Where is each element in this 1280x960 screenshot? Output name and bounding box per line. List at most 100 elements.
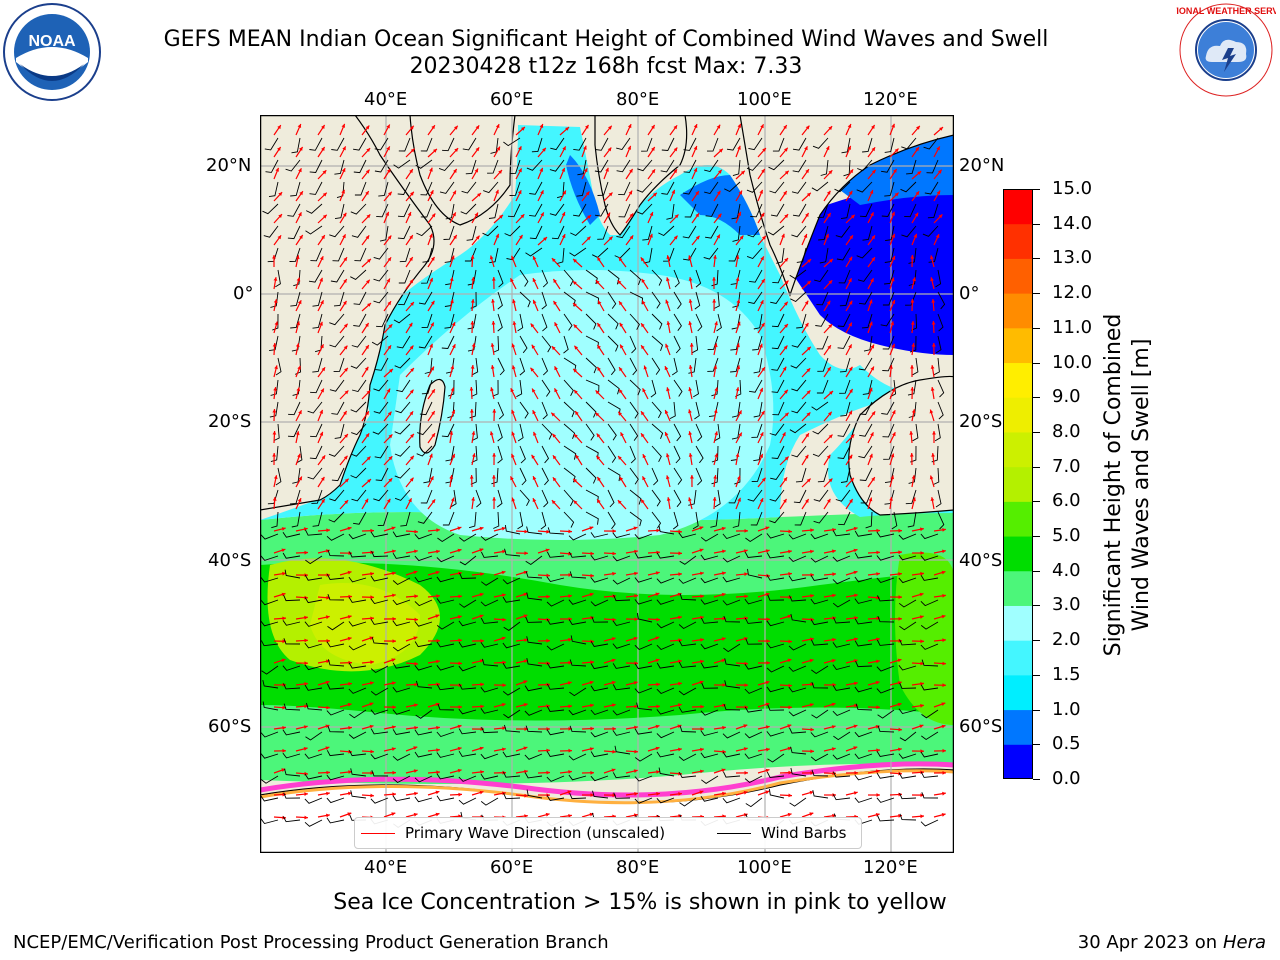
wind-barb [876,751,895,757]
wind-barb [504,548,521,557]
wave-arrow-head [656,704,660,709]
wind-barb [577,159,587,176]
wind-barb [767,753,785,763]
wave-arrow-head [788,770,792,775]
wind-barb [597,181,609,196]
wave-arrow-head [941,614,946,619]
wave-arrow-head [410,368,414,372]
wind-barb [378,181,389,197]
wind-barb [811,665,829,675]
wind-barb [348,576,367,583]
wave-arrow-head [611,637,616,641]
wave-arrow-head [898,550,902,555]
wind-barb [394,423,411,435]
wave-arrow-head [826,498,831,503]
wave-arrow-head [546,617,550,622]
wind-barb [859,467,873,481]
wave-arrow-head [347,636,352,641]
wave-arrow-head [935,234,940,239]
wave-arrow-head [321,367,326,372]
wind-barb [713,291,720,310]
legend-item-wave: Primary Wave Direction (unscaled) [361,824,665,842]
wave-arrow-head [277,125,281,130]
wind-barb [334,159,345,175]
wave-arrow-head [585,124,589,129]
wind-barb [305,731,323,741]
right-lat-label: 20°N [959,155,1005,176]
wind-barb [282,665,301,671]
wave-arrow-head [765,702,770,707]
wind-barb [373,247,389,260]
wind-barb [789,797,807,807]
high-wave-core [310,583,420,665]
wave-arrow-head [612,571,616,576]
wave-arrow-head [695,191,699,196]
wind-barb [934,423,941,442]
wind-barb [270,291,279,308]
wind-barb [373,269,389,282]
wind-barb [328,445,345,457]
wind-barb [855,660,873,668]
wave-arrow-head [386,498,391,503]
wave-arrow-head [470,299,475,303]
wave-arrow-head [341,189,345,194]
wind-barb [858,445,873,459]
wind-barb [795,467,807,483]
wind-barb [921,792,939,799]
wave-arrow-head [273,475,278,480]
wave-arrow-head [629,235,634,240]
wind-barb [414,555,433,562]
wind-barb [745,533,763,543]
wave-arrow-head [891,343,895,348]
wave-arrow-head [391,725,396,730]
wave-arrow-head [431,213,436,218]
wind-barb [885,225,895,242]
wave-arrow-head [828,170,833,175]
wave-arrow-head [326,791,330,796]
wind-barb [671,357,678,376]
top-lon-label: 120°E [863,89,918,110]
wave-arrow-head [721,637,726,641]
wind-barb [540,511,547,530]
wave-arrow-head [853,659,858,663]
wave-arrow-head [367,479,371,483]
madagascar-land [419,378,446,454]
colorbar-border [1003,189,1033,779]
wave-arrow-head [597,367,601,371]
wind-barb [651,423,664,439]
wind-barb [732,225,741,242]
wave-arrow-head [805,213,809,217]
wind-barb [658,225,675,237]
wind-barb [262,679,279,689]
wave-arrow-head [766,573,770,578]
wind-barb [563,423,576,439]
wave-arrow-head [825,233,829,238]
wave-arrow-head [876,659,880,664]
wave-arrow-head [365,125,370,130]
wave-arrow-head [876,550,880,555]
wind-barb [487,159,499,174]
wave-arrow-head [891,388,896,392]
wind-barb [723,615,741,623]
wind-barb [749,379,763,393]
wind-barb [418,291,433,305]
wind-barb [748,291,763,305]
wave-arrow-head [277,147,281,151]
wave-arrow-head [848,256,853,261]
wave-arrow-head [832,593,836,598]
wind-barb [650,379,657,398]
wind-barb [771,445,785,459]
wind-barb [458,665,477,672]
wind-barb [439,181,455,194]
wind-barb [546,795,565,801]
wave-arrow-head [876,637,880,642]
wind-barb [305,702,323,711]
wave-arrow-head [392,639,396,643]
wind-barb [329,335,345,348]
wave-arrow-head [891,300,896,304]
wave-arrow-head [458,705,462,709]
wind-barb [772,137,785,152]
wave-arrow-head [272,497,277,501]
wave-arrow-head [366,456,371,461]
wave-arrow-head [890,453,895,458]
